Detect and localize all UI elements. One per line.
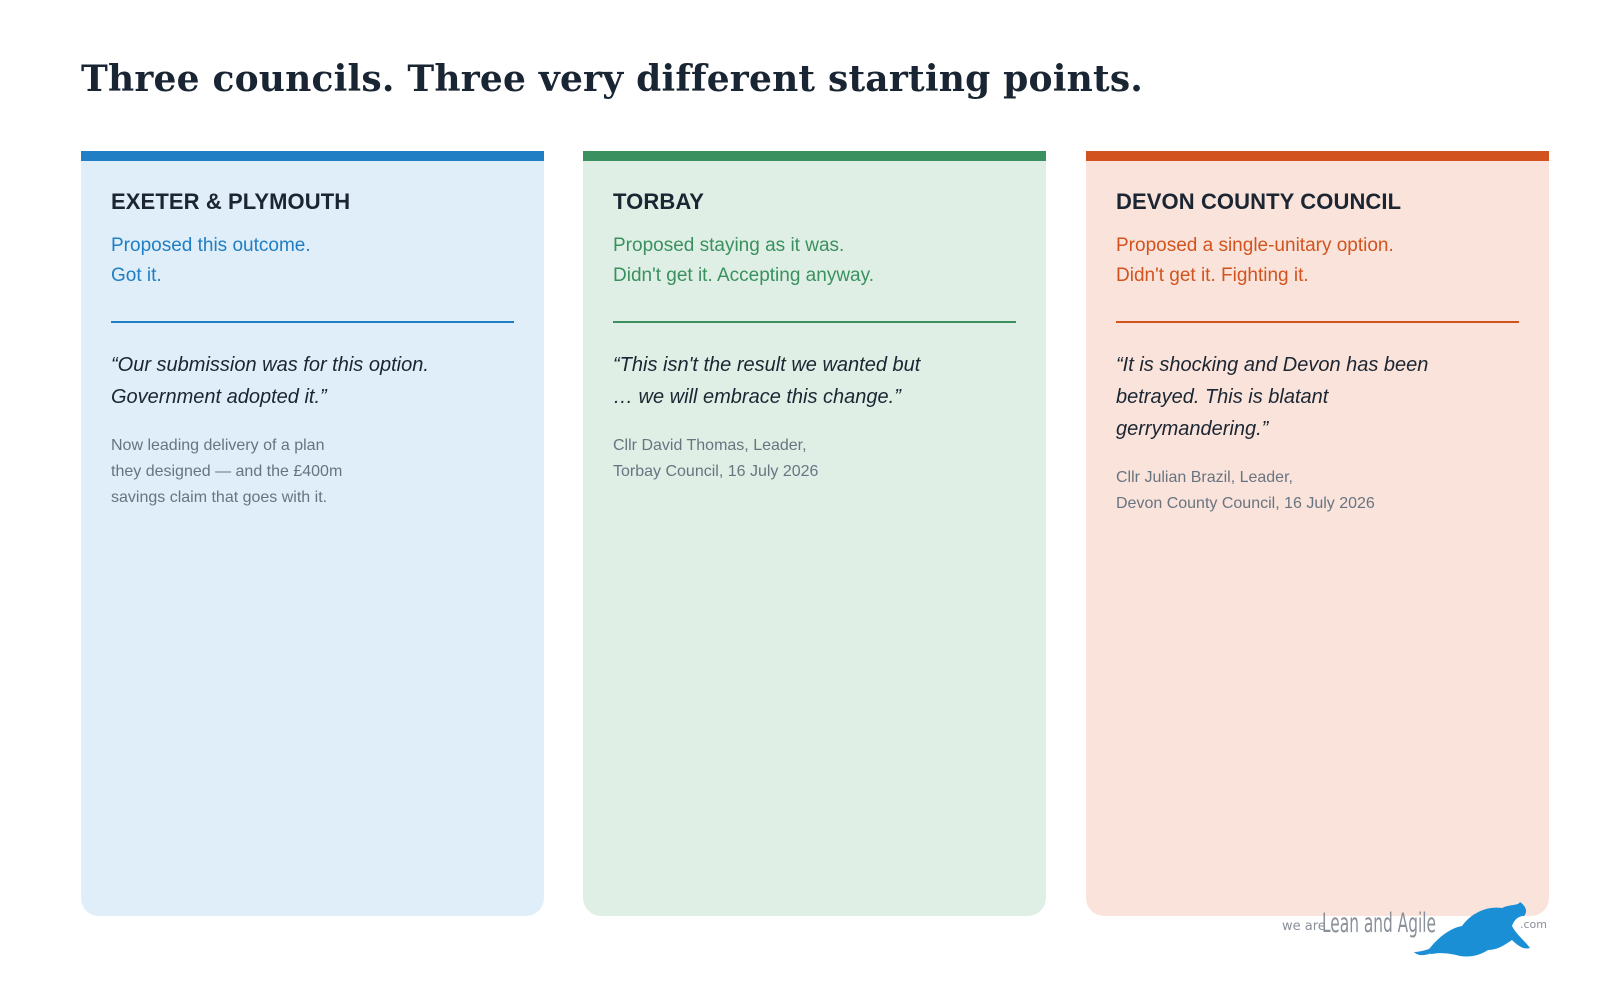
card-note-line: they designed — and the £400m <box>111 463 343 480</box>
card-summary: Proposed this outcome. Got it. <box>111 231 514 291</box>
card-summary-line: Proposed this outcome. <box>111 235 311 256</box>
card-summary-line: Proposed a single-unitary option. <box>1116 235 1394 256</box>
card-note: Now leading delivery of a plan they desi… <box>111 433 411 511</box>
card-summary-line: Didn't get it. Fighting it. <box>1116 265 1309 286</box>
card-divider <box>111 321 514 323</box>
card-attribution: Cllr Julian Brazil, Leader, Devon County… <box>1116 465 1416 517</box>
card-divider <box>1116 321 1519 323</box>
card-note-line: Cllr Julian Brazil, Leader, <box>1116 469 1293 486</box>
card-heading: DEVON COUNTY COUNCIL <box>1116 189 1402 214</box>
card-summary-line: Proposed staying as it was. <box>613 235 845 256</box>
card-heading: EXETER & PLYMOUTH <box>111 189 351 214</box>
card-torbay: TORBAY Proposed staying as it was. Didn'… <box>583 151 1046 916</box>
card-heading: TORBAY <box>613 189 705 214</box>
card-summary-line: Didn't get it. Accepting anyway. <box>613 265 874 286</box>
card-summary: Proposed staying as it was. Didn't get i… <box>613 231 1016 291</box>
lean-and-agile-logo: we are Lean and Agile .com <box>1282 902 1547 957</box>
card-quote: “This isn't the result we wanted but … w… <box>613 354 921 408</box>
card-quote: “Our submission was for this option. Gov… <box>111 354 429 408</box>
logo-name: Lean and Agile <box>1322 908 1436 939</box>
greyhound-icon <box>1414 902 1530 957</box>
logo-prefix: we are <box>1282 919 1326 934</box>
card-summary: Proposed a single-unitary option. Didn't… <box>1116 231 1519 291</box>
card-accent-bar <box>1086 151 1549 161</box>
card-note-line: Torbay Council, 16 July 2026 <box>613 463 819 480</box>
card-note-line: Cllr David Thomas, Leader, <box>613 437 807 454</box>
card-accent-bar <box>81 151 544 161</box>
logo-suffix: .com <box>1520 918 1547 931</box>
card-summary-line: Got it. <box>111 265 162 286</box>
card-note-line: savings claim that goes with it. <box>111 489 328 506</box>
card-attribution: Cllr David Thomas, Leader, Torbay Counci… <box>613 433 913 485</box>
card-note-line: Devon County Council, 16 July 2026 <box>1116 495 1375 512</box>
page-title: Three councils. Three very different sta… <box>81 58 1144 100</box>
card-divider <box>613 321 1016 323</box>
card-quote: “It is shocking and Devon has been betra… <box>1116 354 1429 440</box>
card-note-line: Now leading delivery of a plan <box>111 437 325 454</box>
card-exeter-plymouth: EXETER & PLYMOUTH Proposed this outcome.… <box>81 151 544 916</box>
card-accent-bar <box>583 151 1046 161</box>
card-devon-county-council: DEVON COUNTY COUNCIL Proposed a single-u… <box>1086 151 1549 916</box>
